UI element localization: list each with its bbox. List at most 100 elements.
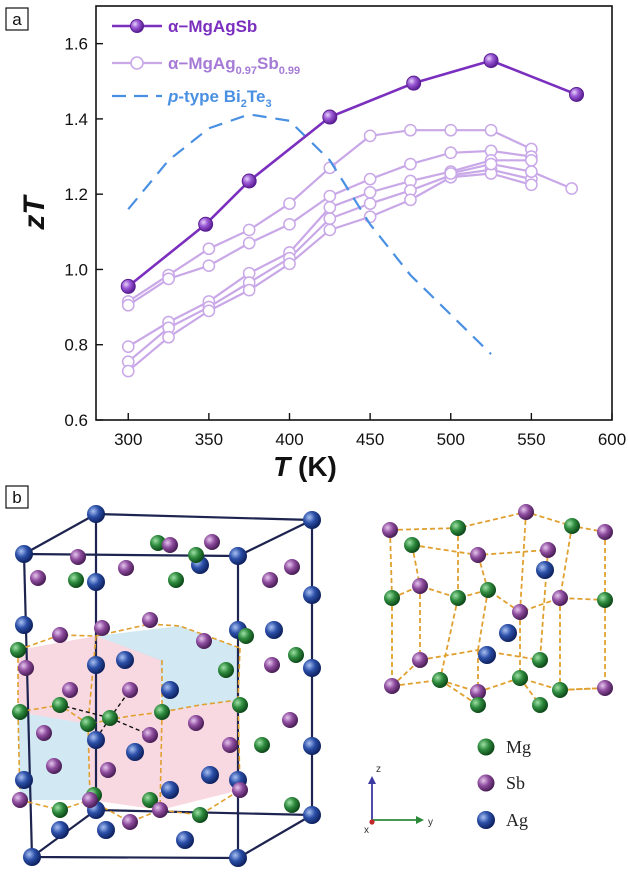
mg-atom <box>532 697 548 713</box>
sb-atom <box>36 725 52 741</box>
legend-doped-marker <box>130 56 144 70</box>
mg-atom <box>450 590 466 606</box>
sb-atom <box>12 792 28 808</box>
doped-series-point <box>363 129 377 143</box>
mg-atom <box>288 647 304 663</box>
mg-atom <box>142 792 158 808</box>
doped-series-point <box>323 189 337 203</box>
mgagsb-series-point <box>241 173 257 189</box>
sb-atom <box>162 537 178 553</box>
x-tick-label: 450 <box>356 430 384 449</box>
mg-atom <box>12 704 28 720</box>
ag-atom <box>161 781 179 799</box>
doped-series-point <box>323 201 337 214</box>
sb-atom <box>142 612 158 628</box>
ag-atom <box>15 545 33 563</box>
ag-atom <box>116 651 134 669</box>
mg-atom <box>218 662 234 678</box>
ag-atom <box>87 656 105 674</box>
mg-atom <box>52 802 68 818</box>
plot-frame <box>95 5 613 421</box>
polyhedron-atoms <box>382 504 613 713</box>
doped-series-point <box>525 178 538 192</box>
mg-atom <box>450 520 466 536</box>
sb-atom <box>382 522 398 538</box>
mg-atom <box>232 697 248 713</box>
sb-atom <box>384 678 400 694</box>
element-legend: Mg Sb Ag <box>477 737 531 830</box>
mg-atom <box>52 697 68 713</box>
x-tick-label: 350 <box>195 430 223 449</box>
mg-atom <box>80 716 96 732</box>
doped-series-point <box>404 157 417 171</box>
mg-atom <box>154 704 170 720</box>
sb-atom <box>204 534 220 550</box>
panel-b-crystal: b <box>5 485 613 867</box>
sb-atom <box>264 657 280 673</box>
x-axis-dot <box>369 819 375 825</box>
doped-series-point <box>363 210 377 224</box>
sb-atom <box>52 627 68 643</box>
y-axis-title: zT <box>18 194 51 231</box>
polyhedron-illustration <box>382 504 613 713</box>
x-axis-label: x <box>364 825 369 836</box>
mg-atom <box>512 670 528 686</box>
sb-atom <box>122 682 138 698</box>
mg-atom <box>254 737 270 753</box>
doped-series-point <box>242 283 256 297</box>
doped-series-point <box>323 223 337 237</box>
panel-b-label-box <box>5 485 29 509</box>
mg-atom <box>432 672 448 688</box>
mg-atom <box>10 642 26 658</box>
legend-sb-label: Sb <box>506 773 525 793</box>
ag-atom <box>15 771 33 789</box>
ag-atom <box>51 821 69 839</box>
x-tick-label: 500 <box>437 430 465 449</box>
y-tick-label: 0.8 <box>64 336 88 355</box>
sb-atom <box>282 712 298 728</box>
ag-atom <box>176 831 194 849</box>
doped-series-point <box>121 340 135 353</box>
doped-series-point <box>162 272 175 286</box>
panel-a-chart: a 300 350 400 450 500 550 600 0.6 0.8 1.0 1.2 1.4 1.… <box>5 5 626 482</box>
doped-series-point <box>283 257 296 271</box>
mg-atom <box>238 628 254 644</box>
doped-series-point <box>363 172 377 186</box>
mg-atom <box>68 572 84 588</box>
ag-atom <box>161 681 179 699</box>
legend-mg-atom <box>477 738 495 756</box>
ag-atom <box>201 766 219 784</box>
x-tick-label: 300 <box>114 430 142 449</box>
doped-series-point <box>363 185 377 199</box>
sb-atom <box>470 547 486 563</box>
mg-atom <box>597 592 613 608</box>
ag-atom <box>303 586 321 604</box>
mg-atom <box>564 518 580 534</box>
ag-atom <box>87 505 105 523</box>
x-tick-label: 550 <box>517 430 545 449</box>
legend-mg-label: Mg <box>506 737 531 757</box>
ag-atom <box>536 561 554 579</box>
sb-atom <box>70 549 86 565</box>
sb-atom <box>540 542 556 558</box>
sb-atom <box>518 504 534 520</box>
y-tick-label: 1.0 <box>64 260 88 279</box>
mgagsb-series-point <box>198 216 214 232</box>
ag-atom <box>15 616 33 634</box>
doped-series-point <box>525 165 538 178</box>
sb-atom <box>62 682 78 698</box>
doped-series-point <box>444 146 458 160</box>
doped-series-point <box>484 123 498 137</box>
ag-atom <box>303 806 321 824</box>
mg-atom <box>150 535 166 551</box>
doped-series-point <box>525 153 538 167</box>
doped-series-point <box>484 157 498 171</box>
sb-atom <box>284 559 300 575</box>
sb-atom <box>597 680 613 696</box>
ag-atom <box>97 821 115 839</box>
y-arrowhead <box>416 816 424 824</box>
legend-main-marker <box>130 19 144 33</box>
sb-atom <box>222 737 238 753</box>
x-tick-label: 400 <box>275 430 303 449</box>
